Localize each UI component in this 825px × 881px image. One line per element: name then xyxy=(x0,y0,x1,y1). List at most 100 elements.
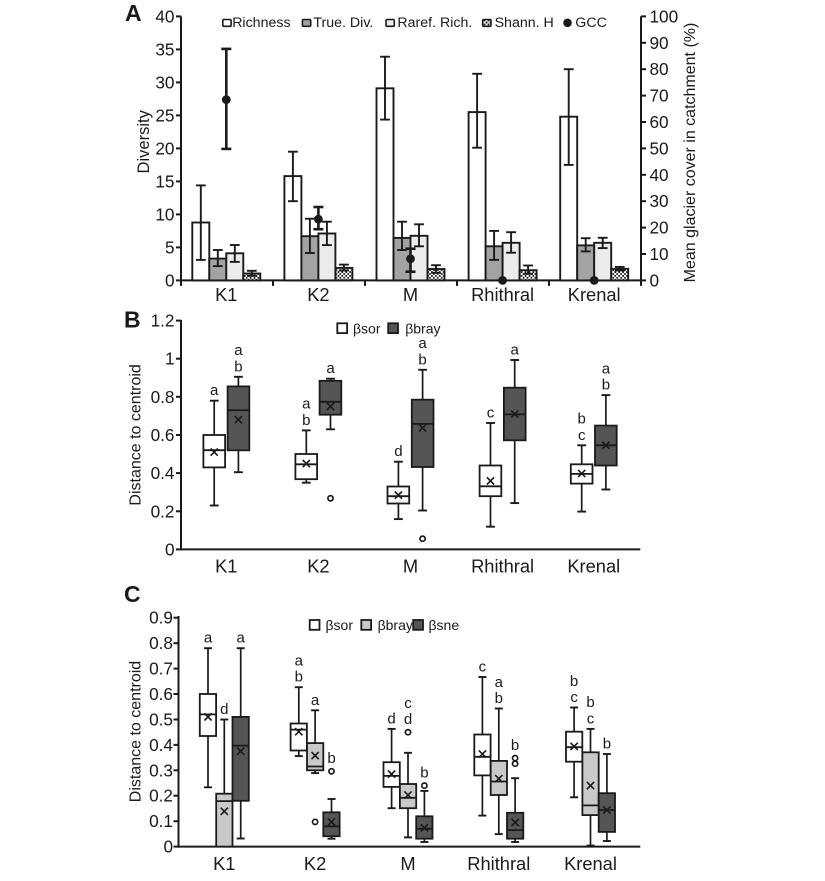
svg-text:Krenal: Krenal xyxy=(567,556,620,577)
svg-text:b: b xyxy=(578,411,586,428)
svg-text:K1: K1 xyxy=(213,853,235,874)
svg-text:K2: K2 xyxy=(307,556,329,577)
svg-text:c: c xyxy=(570,689,578,706)
svg-text:Diversity: Diversity xyxy=(135,109,153,173)
svg-text:40: 40 xyxy=(650,165,669,185)
svg-text:K2: K2 xyxy=(307,284,329,305)
svg-text:a: a xyxy=(326,360,335,377)
svg-text:c: c xyxy=(578,427,586,444)
svg-text:c: c xyxy=(487,405,495,422)
svg-text:c: c xyxy=(404,695,412,712)
svg-text:a: a xyxy=(302,396,311,413)
svg-text:25: 25 xyxy=(155,105,174,125)
svg-text:5: 5 xyxy=(165,237,175,257)
svg-text:M: M xyxy=(403,556,418,577)
svg-text:0.8: 0.8 xyxy=(151,387,175,407)
svg-text:a: a xyxy=(210,382,219,399)
svg-text:b: b xyxy=(511,737,519,754)
svg-text:a: a xyxy=(418,335,427,352)
svg-text:a: a xyxy=(234,342,243,359)
svg-text:0.5: 0.5 xyxy=(149,710,173,730)
svg-text:b: b xyxy=(586,694,594,711)
svg-text:a: a xyxy=(311,692,320,709)
svg-text:Shann. H: Shann. H xyxy=(495,15,554,31)
svg-text:βsor: βsor xyxy=(353,320,381,336)
svg-text:K2: K2 xyxy=(304,853,326,874)
svg-text:b: b xyxy=(295,669,303,686)
svg-text:0.9: 0.9 xyxy=(149,608,173,628)
svg-text:Mean glacier cover in catchmen: Mean glacier cover in catchment (%) xyxy=(682,23,699,283)
svg-text:40: 40 xyxy=(155,6,174,26)
svg-text:60: 60 xyxy=(650,112,669,132)
svg-text:Rhithral: Rhithral xyxy=(467,853,530,874)
svg-text:1: 1 xyxy=(165,349,175,369)
svg-text:B: B xyxy=(124,306,141,332)
svg-text:C: C xyxy=(124,581,141,607)
svg-text:b: b xyxy=(234,358,242,375)
svg-text:d: d xyxy=(394,443,402,460)
svg-text:0.3: 0.3 xyxy=(149,760,173,780)
svg-text:20: 20 xyxy=(155,138,174,158)
svg-text:50: 50 xyxy=(650,138,669,158)
svg-text:K1: K1 xyxy=(215,556,237,577)
svg-text:a: a xyxy=(295,653,304,670)
svg-text:βsor: βsor xyxy=(326,617,354,633)
svg-text:b: b xyxy=(302,412,310,429)
svg-text:A: A xyxy=(125,0,142,26)
svg-text:0: 0 xyxy=(163,837,173,857)
svg-text:10: 10 xyxy=(650,244,669,264)
svg-text:Richness: Richness xyxy=(232,15,290,31)
svg-text:100: 100 xyxy=(650,6,679,26)
svg-text:0.6: 0.6 xyxy=(149,684,173,704)
svg-text:b: b xyxy=(603,736,611,753)
svg-text:d: d xyxy=(404,711,412,728)
svg-text:30: 30 xyxy=(155,72,174,92)
svg-text:80: 80 xyxy=(650,59,669,79)
svg-text:35: 35 xyxy=(155,39,174,59)
svg-text:a: a xyxy=(495,674,504,691)
svg-text:0.6: 0.6 xyxy=(151,425,175,445)
svg-text:0.7: 0.7 xyxy=(149,659,173,679)
svg-text:Krenal: Krenal xyxy=(568,284,621,305)
svg-text:0: 0 xyxy=(165,539,175,559)
svg-text:30: 30 xyxy=(650,191,669,211)
svg-text:b: b xyxy=(495,690,503,707)
svg-text:b: b xyxy=(570,673,578,690)
svg-text:M: M xyxy=(403,284,418,305)
svg-text:a: a xyxy=(204,630,213,647)
svg-text:90: 90 xyxy=(650,33,669,53)
svg-text:0: 0 xyxy=(650,270,660,290)
svg-text:Distance to centroid: Distance to centroid xyxy=(128,364,145,505)
svg-text:70: 70 xyxy=(650,86,669,106)
svg-text:0.4: 0.4 xyxy=(151,463,175,483)
svg-text:0: 0 xyxy=(165,270,175,290)
svg-text:Rhithral: Rhithral xyxy=(471,284,534,305)
svg-text:Krenal: Krenal xyxy=(564,853,617,874)
svg-text:True. Div.: True. Div. xyxy=(313,15,373,31)
svg-text:10: 10 xyxy=(155,204,174,224)
svg-text:0.2: 0.2 xyxy=(151,501,175,521)
svg-text:20: 20 xyxy=(650,218,669,238)
svg-text:a: a xyxy=(237,630,246,647)
svg-text:0.8: 0.8 xyxy=(149,633,173,653)
svg-text:a: a xyxy=(602,360,611,377)
svg-text:βsne: βsne xyxy=(429,617,460,633)
svg-text:1.2: 1.2 xyxy=(151,311,175,331)
svg-text:b: b xyxy=(418,351,426,368)
svg-text:c: c xyxy=(479,659,487,676)
svg-text:βbray: βbray xyxy=(378,617,413,633)
svg-text:M: M xyxy=(400,853,415,874)
svg-text:0.2: 0.2 xyxy=(149,786,173,806)
svg-text:15: 15 xyxy=(155,171,174,191)
svg-text:K1: K1 xyxy=(215,284,237,305)
svg-text:a: a xyxy=(511,342,520,359)
svg-text:d: d xyxy=(220,701,228,718)
svg-text:c: c xyxy=(587,710,595,727)
svg-text:d: d xyxy=(387,710,395,727)
svg-text:Raref. Rich.: Raref. Rich. xyxy=(397,15,472,31)
svg-text:0.1: 0.1 xyxy=(149,811,173,831)
svg-text:b: b xyxy=(420,765,428,782)
svg-text:GCC: GCC xyxy=(575,15,607,31)
svg-text:b: b xyxy=(327,750,335,767)
svg-text:Distance to centroid: Distance to centroid xyxy=(128,661,145,802)
